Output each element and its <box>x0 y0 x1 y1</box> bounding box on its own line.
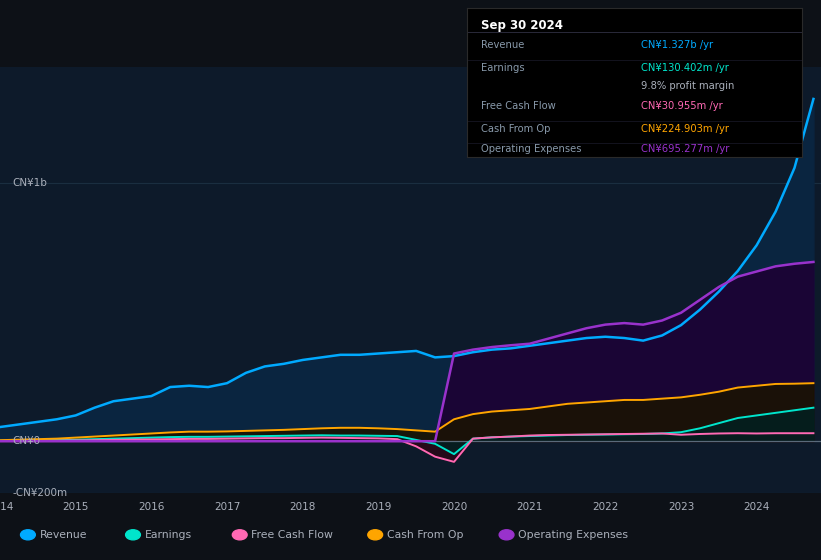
Text: Free Cash Flow: Free Cash Flow <box>480 101 555 111</box>
Text: 2024: 2024 <box>744 502 770 512</box>
Text: 9.8% profit margin: 9.8% profit margin <box>641 81 735 91</box>
Text: 2016: 2016 <box>138 502 164 512</box>
Text: Operating Expenses: Operating Expenses <box>480 144 581 155</box>
Text: Operating Expenses: Operating Expenses <box>518 530 628 540</box>
Text: CN¥1b: CN¥1b <box>12 178 47 188</box>
Text: 2018: 2018 <box>290 502 316 512</box>
Text: CN¥1.327b /yr: CN¥1.327b /yr <box>641 40 713 50</box>
Text: 2017: 2017 <box>213 502 241 512</box>
Text: Free Cash Flow: Free Cash Flow <box>251 530 333 540</box>
Text: 2023: 2023 <box>667 502 695 512</box>
Text: 2020: 2020 <box>441 502 467 512</box>
Text: 2022: 2022 <box>592 502 618 512</box>
Text: -CN¥200m: -CN¥200m <box>12 488 67 498</box>
Text: Cash From Op: Cash From Op <box>387 530 463 540</box>
Text: 2019: 2019 <box>365 502 392 512</box>
Text: Sep 30 2024: Sep 30 2024 <box>480 19 562 32</box>
Text: CN¥695.277m /yr: CN¥695.277m /yr <box>641 144 730 155</box>
Text: CN¥130.402m /yr: CN¥130.402m /yr <box>641 63 729 73</box>
Text: 2015: 2015 <box>62 502 89 512</box>
Text: 2014: 2014 <box>0 502 13 512</box>
Text: Cash From Op: Cash From Op <box>480 124 550 134</box>
Text: Earnings: Earnings <box>480 63 524 73</box>
Text: Earnings: Earnings <box>144 530 191 540</box>
Text: Revenue: Revenue <box>480 40 524 50</box>
Text: 2021: 2021 <box>516 502 543 512</box>
Text: Revenue: Revenue <box>39 530 87 540</box>
Text: CN¥0: CN¥0 <box>12 436 40 446</box>
Text: CN¥30.955m /yr: CN¥30.955m /yr <box>641 101 723 111</box>
Text: CN¥224.903m /yr: CN¥224.903m /yr <box>641 124 729 134</box>
